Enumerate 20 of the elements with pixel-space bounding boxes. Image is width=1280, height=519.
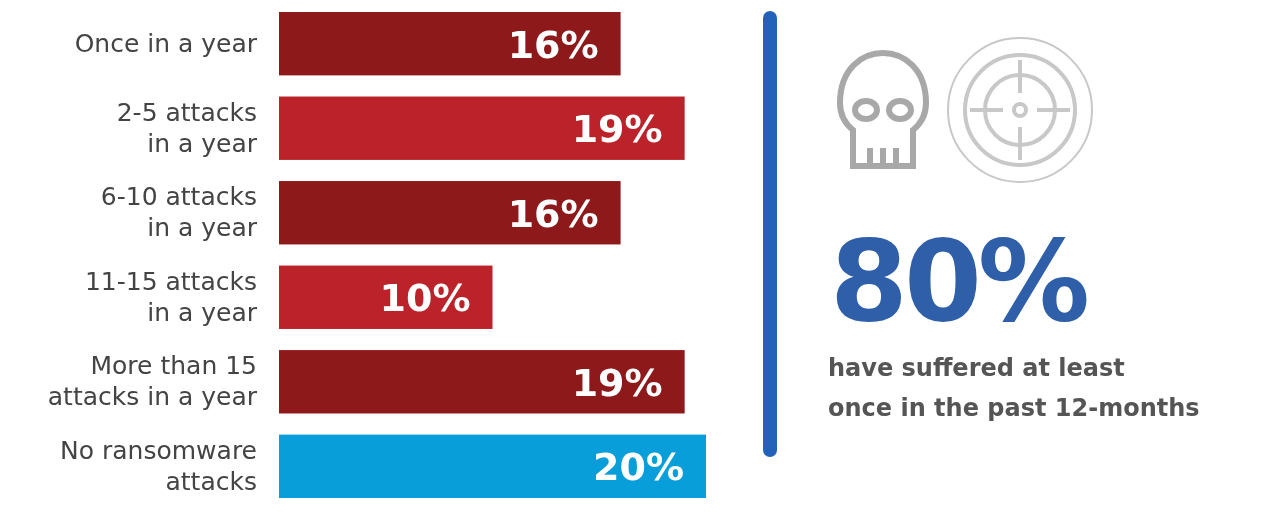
y-tick-label: Once in a year <box>74 28 258 58</box>
y-tick-label: 6-10 attacks in a year <box>100 182 258 243</box>
data-label: 16% <box>507 22 599 67</box>
text: 80% <box>830 216 1087 346</box>
y-tick-label: 2-5 attacks in a year <box>116 97 258 158</box>
bar <box>279 434 706 498</box>
data-label: 20% <box>593 445 684 490</box>
bar <box>279 12 621 76</box>
data-label: 19% <box>571 360 663 405</box>
data-label: 10% <box>379 276 471 321</box>
y-tick-label: More than 15 attacks in a year <box>47 351 258 412</box>
bar <box>279 96 685 160</box>
y-tick-label: 11-15 attacks in a year <box>84 266 258 327</box>
bar <box>279 265 493 329</box>
data-label: 16% <box>507 191 599 236</box>
bar <box>279 350 685 414</box>
data-label: 19% <box>571 107 663 152</box>
bar <box>279 181 621 245</box>
y-tick-label: No ransomware attacks <box>60 435 257 496</box>
text: have suffered at least once in the past 12-months <box>828 354 1200 422</box>
